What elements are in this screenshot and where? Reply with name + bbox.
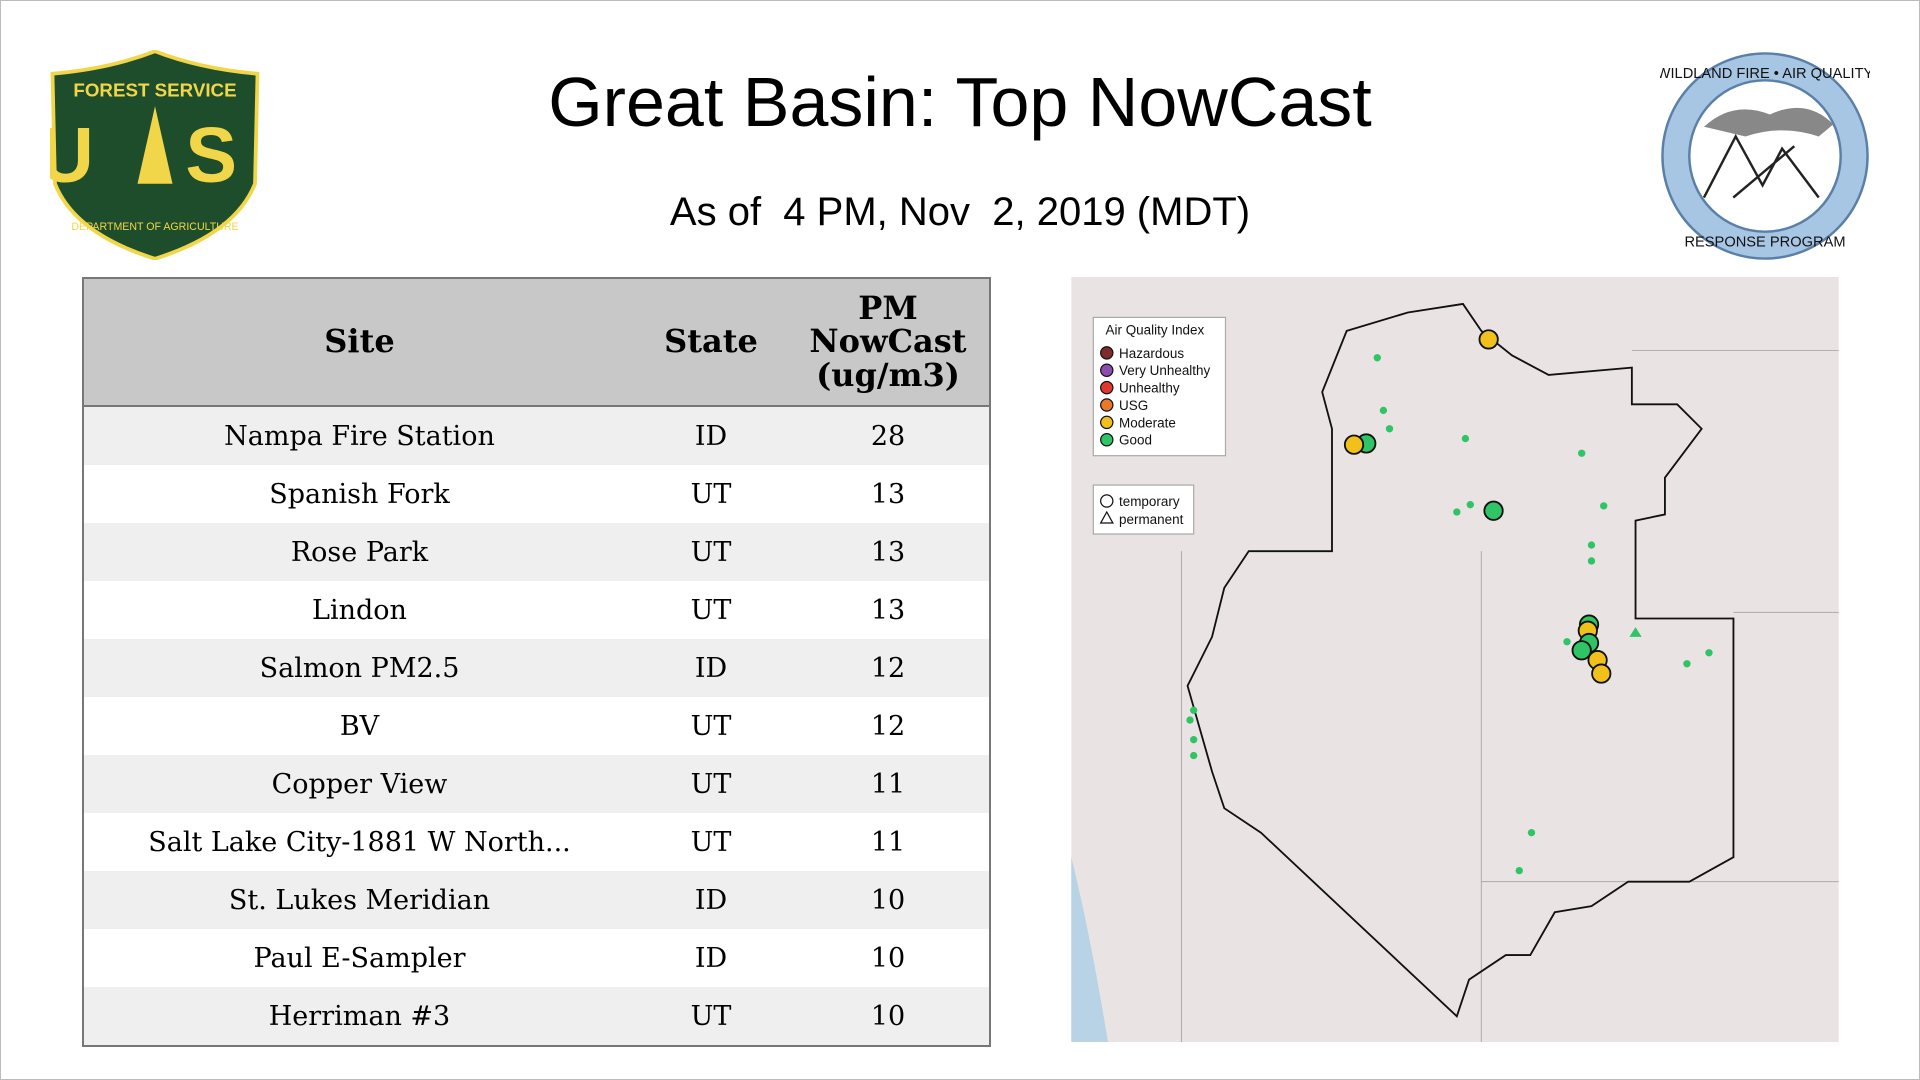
table-row: Spanish Fork UT 13 (83, 465, 990, 523)
legend-swatch (1100, 346, 1114, 360)
forest-service-logo: FOREST SERVICE U S DEPARTMENT OF AGRICUL… (50, 50, 260, 260)
logo-bottom-text: RESPONSE PROGRAM (1684, 234, 1845, 250)
table-cell: ID (635, 929, 787, 987)
logo-top-text: FOREST SERVICE (73, 79, 236, 100)
legend-label: Moderate (1119, 415, 1176, 430)
table-row: Lindon UT 13 (83, 581, 990, 639)
header-row: Site State PM NowCast (ug/m3) (83, 278, 990, 407)
table-cell: UT (635, 987, 787, 1046)
table-row: Paul E-Sampler ID 10 (83, 929, 990, 987)
table-cell: Rose Park (83, 523, 635, 581)
logo-top-text: WILDLAND FIRE • AIR QUALITY (1660, 66, 1870, 82)
table-cell: 11 (787, 813, 990, 871)
column-header: State (635, 278, 787, 407)
table-cell: Salmon PM2.5 (83, 639, 635, 697)
table-row: BV UT 12 (83, 697, 990, 755)
table-cell: 13 (787, 465, 990, 523)
table-cell: 12 (787, 697, 990, 755)
table-body: Nampa Fire Station ID 28 Spanish Fork UT 13 Ro… (83, 406, 990, 1046)
table-cell: UT (635, 813, 787, 871)
table-cell: ID (635, 871, 787, 929)
nowcast-table: Site State PM NowCast (ug/m3) Nampa Fire S… (82, 277, 991, 1047)
table-cell: 13 (787, 581, 990, 639)
legend-label: Very Unhealthy (1119, 363, 1211, 378)
table-cell: 13 (787, 523, 990, 581)
table-row: Herriman #3 UT 10 (83, 987, 990, 1046)
legend-swatch (1100, 433, 1114, 447)
table-cell: Lindon (83, 581, 635, 639)
legend-label: Good (1119, 433, 1152, 448)
legend-shape: permanent (1119, 512, 1184, 527)
table-row: Salt Lake City-1881 W North... UT 11 (83, 813, 990, 871)
table-row: Salmon PM2.5 ID 12 (83, 639, 990, 697)
legend-title: Air Quality Index (1106, 323, 1205, 338)
table-cell: 11 (787, 755, 990, 813)
table-cell: 12 (787, 639, 990, 697)
table-cell: Spanish Fork (83, 465, 635, 523)
legend-swatch (1100, 398, 1114, 412)
table-cell: 10 (787, 987, 990, 1046)
logo-bottom-text: DEPARTMENT OF AGRICULTURE (71, 221, 238, 233)
table-cell: Nampa Fire Station (83, 406, 635, 465)
table-cell: Paul E-Sampler (83, 929, 635, 987)
map: Air Quality Index Hazardous Very Unhealth… (1071, 277, 1839, 1042)
table-cell: Salt Lake City-1881 W North... (83, 813, 635, 871)
column-header: PM NowCast (ug/m3) (787, 278, 990, 407)
legend-shape: temporary (1119, 494, 1180, 509)
table-cell: Copper View (83, 755, 635, 813)
table-cell: UT (635, 697, 787, 755)
table-cell: St. Lukes Meridian (83, 871, 635, 929)
table-cell: ID (635, 406, 787, 465)
table-row: St. Lukes Meridian ID 10 (83, 871, 990, 929)
table-cell: UT (635, 581, 787, 639)
table-row: Rose Park UT 13 (83, 523, 990, 581)
table-cell: Herriman #3 (83, 987, 635, 1046)
table-cell: 10 (787, 929, 990, 987)
subtitle: As of 4 PM, Nov 2, 2019 (MDT) (669, 190, 1251, 234)
legend-swatch (1100, 415, 1114, 430)
table-cell: UT (635, 465, 787, 523)
table-cell: 10 (787, 871, 990, 929)
table-cell: UT (635, 523, 787, 581)
table-row: Copper View UT 11 (83, 755, 990, 813)
table-cell: UT (635, 755, 787, 813)
logo-letters: U S (50, 112, 260, 198)
table-cell: BV (83, 697, 635, 755)
legend-swatch (1100, 380, 1114, 395)
table-cell: ID (635, 639, 787, 697)
legend-swatch (1100, 363, 1114, 378)
legend-label: Hazardous (1119, 346, 1184, 361)
table-cell: 28 (787, 406, 990, 465)
table-row: Nampa Fire Station ID 28 (83, 406, 990, 465)
title: Great Basin: Top NowCast (548, 63, 1372, 141)
column-header: Site (83, 278, 635, 407)
wfaqrp-logo: WILDLAND FIRE • AIR QUALITY RESPONSE PRO… (1660, 52, 1870, 260)
legend-label: USG (1119, 398, 1148, 413)
legend-label: Unhealthy (1119, 381, 1180, 396)
